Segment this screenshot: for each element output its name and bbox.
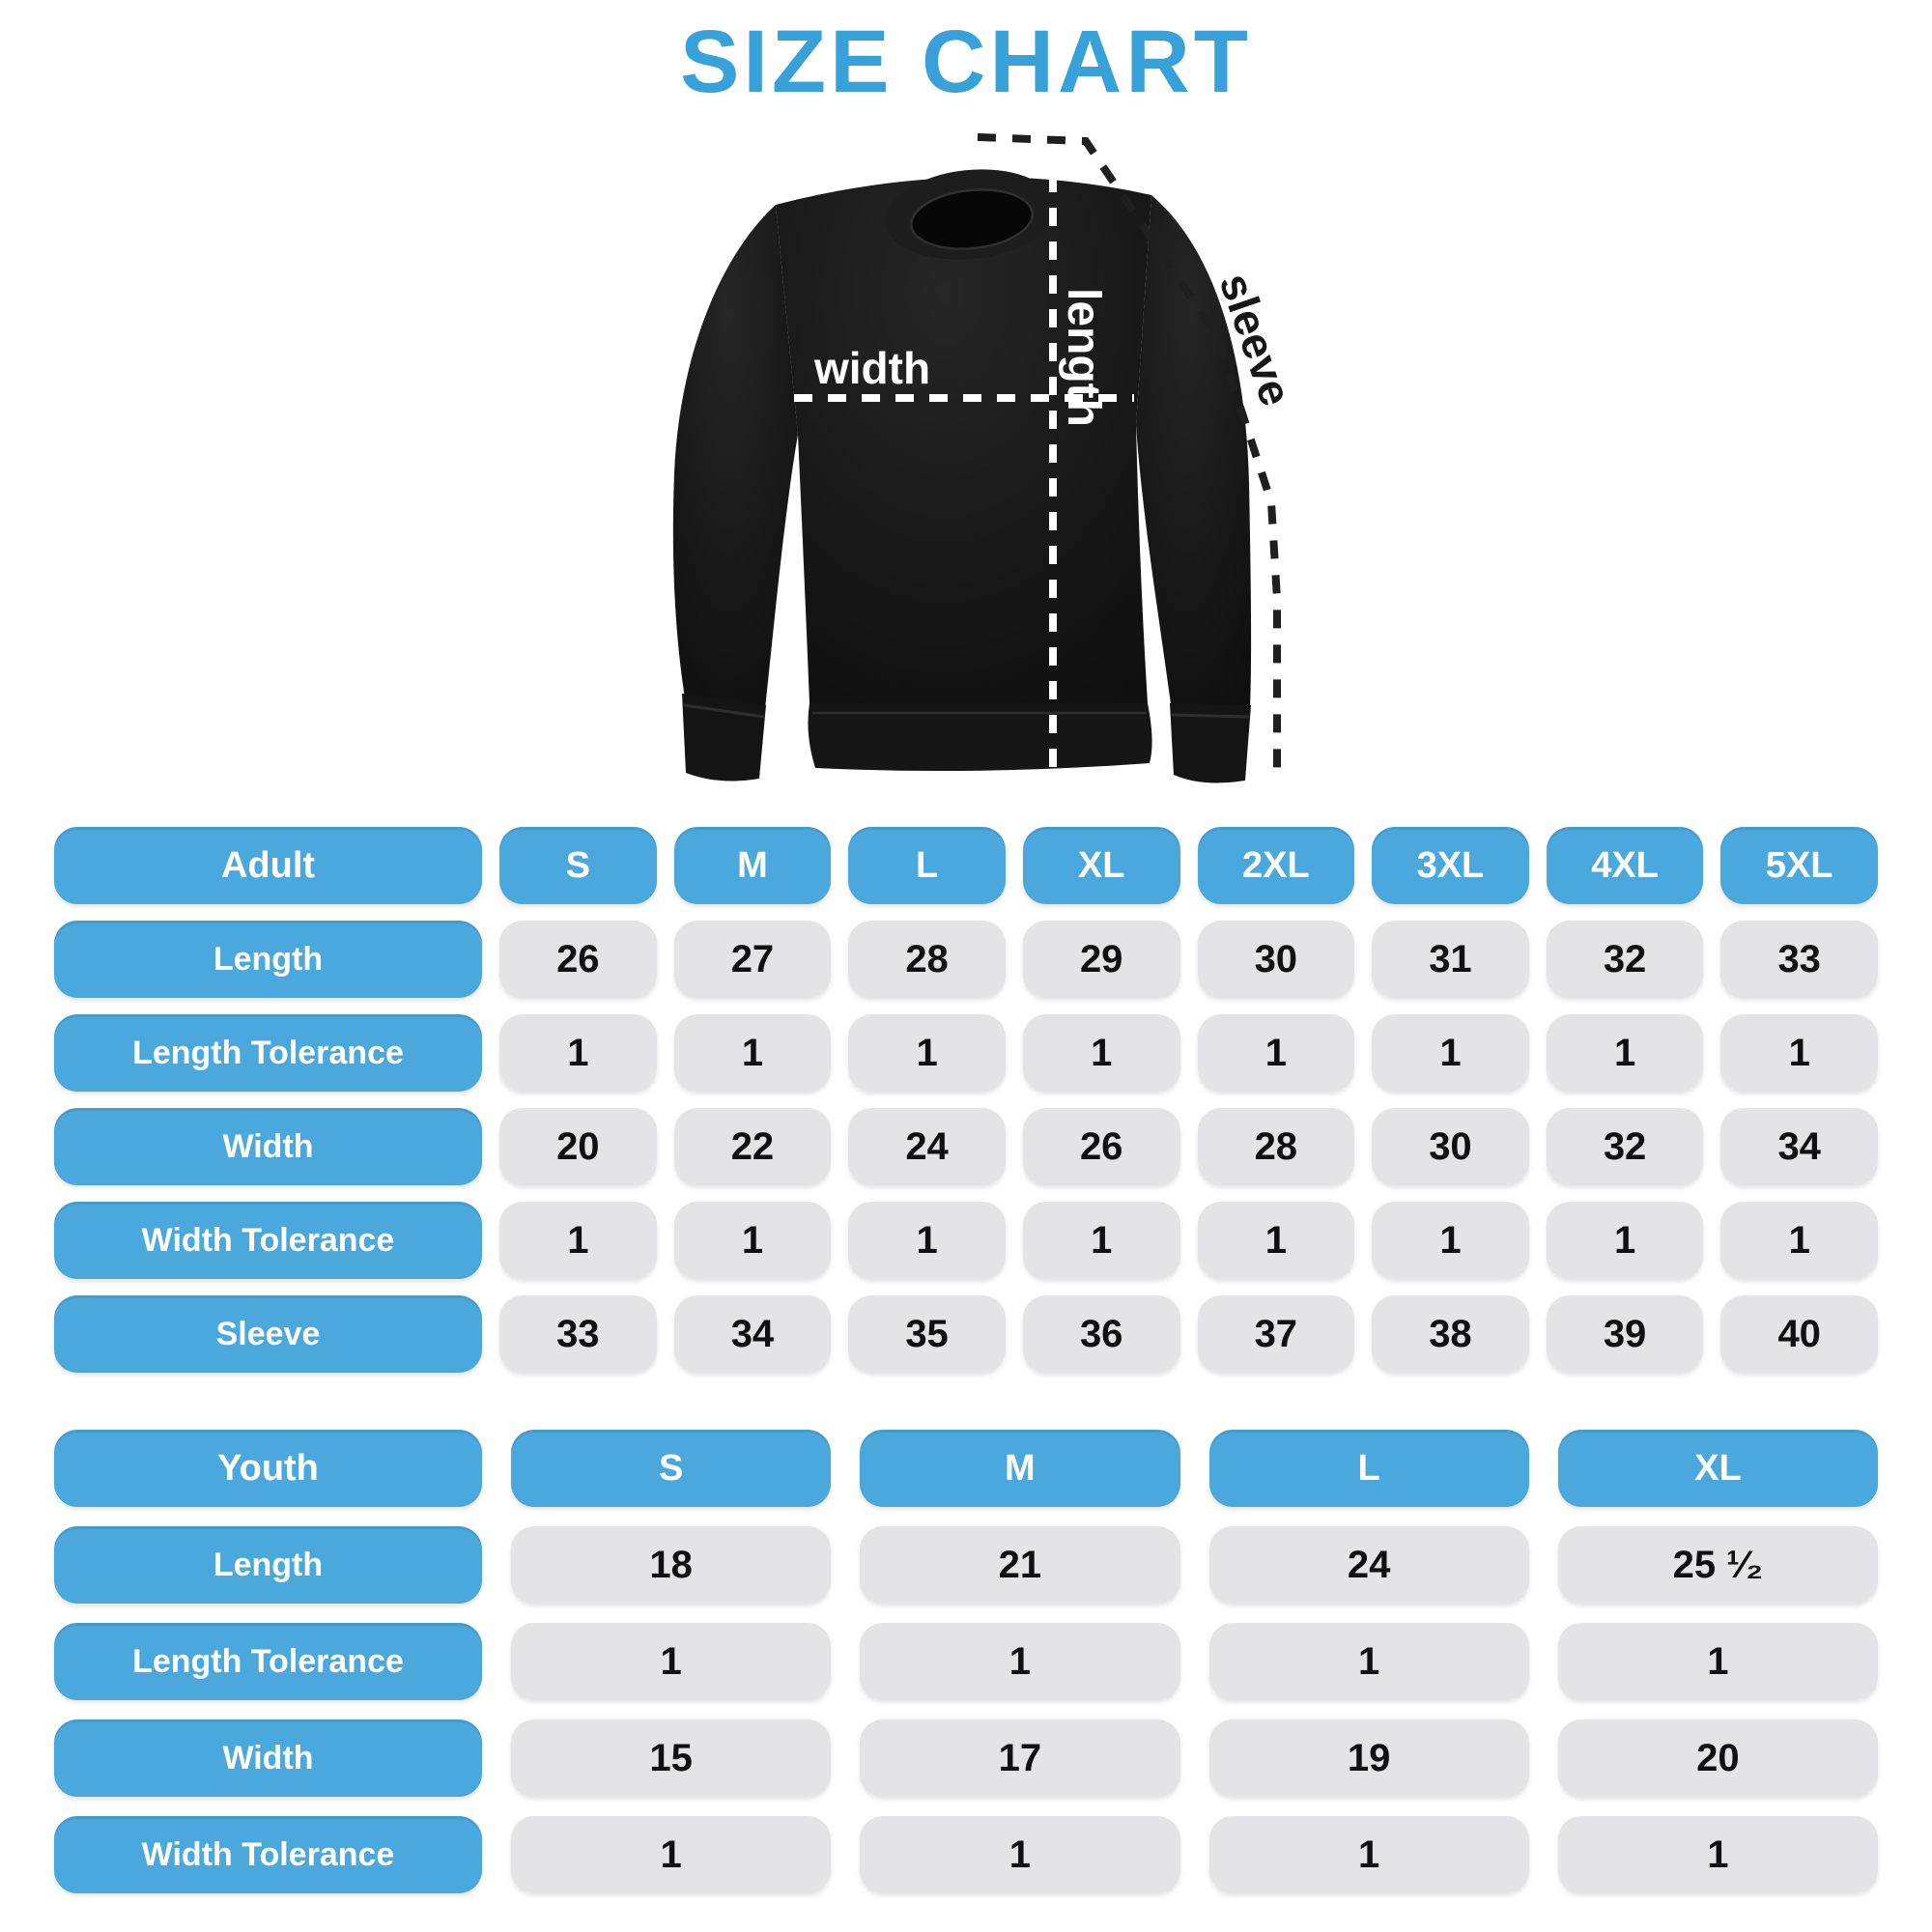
value-cell: 1	[1022, 1014, 1180, 1092]
value-cell: 1	[673, 1014, 832, 1092]
size-header-2xl: 2XL	[1197, 827, 1355, 904]
value-cell: 1	[1197, 1202, 1355, 1279]
youth-header-label: Youth	[54, 1430, 482, 1507]
value-cell: 24	[848, 1108, 1006, 1185]
sleeve-measure-line	[977, 133, 1281, 769]
value-cell: 30	[1372, 1108, 1529, 1185]
size-header-s: S	[511, 1430, 832, 1507]
size-header-m: M	[860, 1430, 1180, 1507]
value-cell: 1	[499, 1014, 657, 1092]
value-cell: 1	[1197, 1014, 1355, 1092]
value-cell: 29	[1022, 921, 1180, 998]
value-cell: 33	[499, 1295, 657, 1373]
size-header-5xl: 5XL	[1720, 827, 1878, 904]
value-cell: 28	[848, 921, 1006, 998]
value-cell: 24	[1208, 1526, 1529, 1604]
value-cell: 32	[1546, 1108, 1704, 1185]
value-cell: 1	[860, 1623, 1180, 1700]
size-header-3xl: 3XL	[1372, 827, 1529, 904]
size-header-m: M	[673, 827, 832, 904]
hem-band	[808, 703, 1152, 772]
left-sleeve	[672, 205, 798, 709]
value-cell: 40	[1720, 1295, 1878, 1373]
size-header-l: L	[848, 827, 1006, 904]
value-cell: 26	[1022, 1108, 1180, 1185]
value-cell: 1	[673, 1202, 832, 1279]
row-label: Width Tolerance	[54, 1202, 482, 1279]
size-header-s: S	[499, 827, 657, 904]
value-cell: 38	[1372, 1295, 1529, 1373]
row-label: Length Tolerance	[54, 1014, 482, 1092]
value-cell: 1	[1208, 1816, 1529, 1893]
value-cell: 1	[1557, 1623, 1878, 1700]
value-cell: 17	[860, 1719, 1180, 1797]
value-cell: 28	[1197, 1108, 1355, 1185]
value-cell: 1	[1208, 1623, 1529, 1700]
sweatshirt-diagram: width length sleeve	[541, 97, 1391, 831]
value-cell: 1	[1372, 1202, 1529, 1279]
row-label: Width Tolerance	[54, 1816, 482, 1893]
left-cuff-seam	[683, 703, 765, 719]
value-cell: 32	[1546, 921, 1704, 998]
value-cell: 21	[860, 1526, 1180, 1604]
row-label: Width	[54, 1719, 482, 1797]
value-cell: 30	[1197, 921, 1355, 998]
value-cell: 35	[848, 1295, 1006, 1373]
value-cell: 1	[848, 1014, 1006, 1092]
value-cell: 1	[511, 1623, 832, 1700]
right-sleeve	[1136, 195, 1252, 711]
value-cell: 26	[499, 921, 657, 998]
value-cell: 34	[1720, 1108, 1878, 1185]
size-header-4xl: 4XL	[1546, 827, 1704, 904]
length-label: length	[1058, 288, 1109, 427]
value-cell: 1	[1546, 1014, 1704, 1092]
value-cell: 1	[511, 1816, 832, 1893]
collar-opening	[911, 189, 1033, 249]
value-cell: 19	[1208, 1719, 1529, 1797]
adult-size-table: Adult S M L XL 2XL 3XL 4XL 5XL Length 26…	[54, 827, 1878, 1373]
youth-size-table: Youth S M L XL Length 18 21 24 25 ¹⁄₂ Le…	[54, 1430, 1878, 1893]
value-cell: 18	[511, 1526, 832, 1604]
value-cell: 20	[499, 1108, 657, 1185]
value-cell: 1	[860, 1816, 1180, 1893]
size-header-xl: XL	[1557, 1430, 1878, 1507]
adult-header-label: Adult	[54, 827, 482, 904]
collar-rim	[910, 188, 1034, 250]
value-cell: 20	[1557, 1719, 1878, 1797]
value-cell: 27	[673, 921, 832, 998]
value-cell: 39	[1546, 1295, 1704, 1373]
value-cell: 15	[511, 1719, 832, 1797]
torso	[776, 177, 1151, 704]
value-cell: 25 ¹⁄₂	[1557, 1526, 1878, 1604]
row-label: Sleeve	[54, 1295, 482, 1373]
value-cell: 1	[499, 1202, 657, 1279]
right-cuff	[1170, 703, 1251, 783]
right-cuff-seam	[1171, 713, 1250, 719]
value-cell: 1	[1720, 1014, 1878, 1092]
value-cell: 34	[673, 1295, 832, 1373]
value-cell: 1	[1720, 1202, 1878, 1279]
page-title: SIZE CHART	[680, 13, 1252, 111]
row-label: Length Tolerance	[54, 1623, 482, 1700]
row-label: Length	[54, 921, 482, 998]
size-header-l: L	[1208, 1430, 1529, 1507]
value-cell: 1	[1557, 1816, 1878, 1893]
sweatshirt-illustration: width length sleeve	[672, 133, 1302, 783]
value-cell: 31	[1372, 921, 1529, 998]
size-header-xl: XL	[1022, 827, 1180, 904]
row-label: Width	[54, 1108, 482, 1185]
value-cell: 36	[1022, 1295, 1180, 1373]
value-cell: 1	[1372, 1014, 1529, 1092]
value-cell: 1	[848, 1202, 1006, 1279]
value-cell: 33	[1720, 921, 1878, 998]
value-cell: 1	[1022, 1202, 1180, 1279]
value-cell: 37	[1197, 1295, 1355, 1373]
width-label: width	[813, 343, 930, 393]
value-cell: 1	[1546, 1202, 1704, 1279]
row-label: Length	[54, 1526, 482, 1604]
value-cell: 22	[673, 1108, 832, 1185]
